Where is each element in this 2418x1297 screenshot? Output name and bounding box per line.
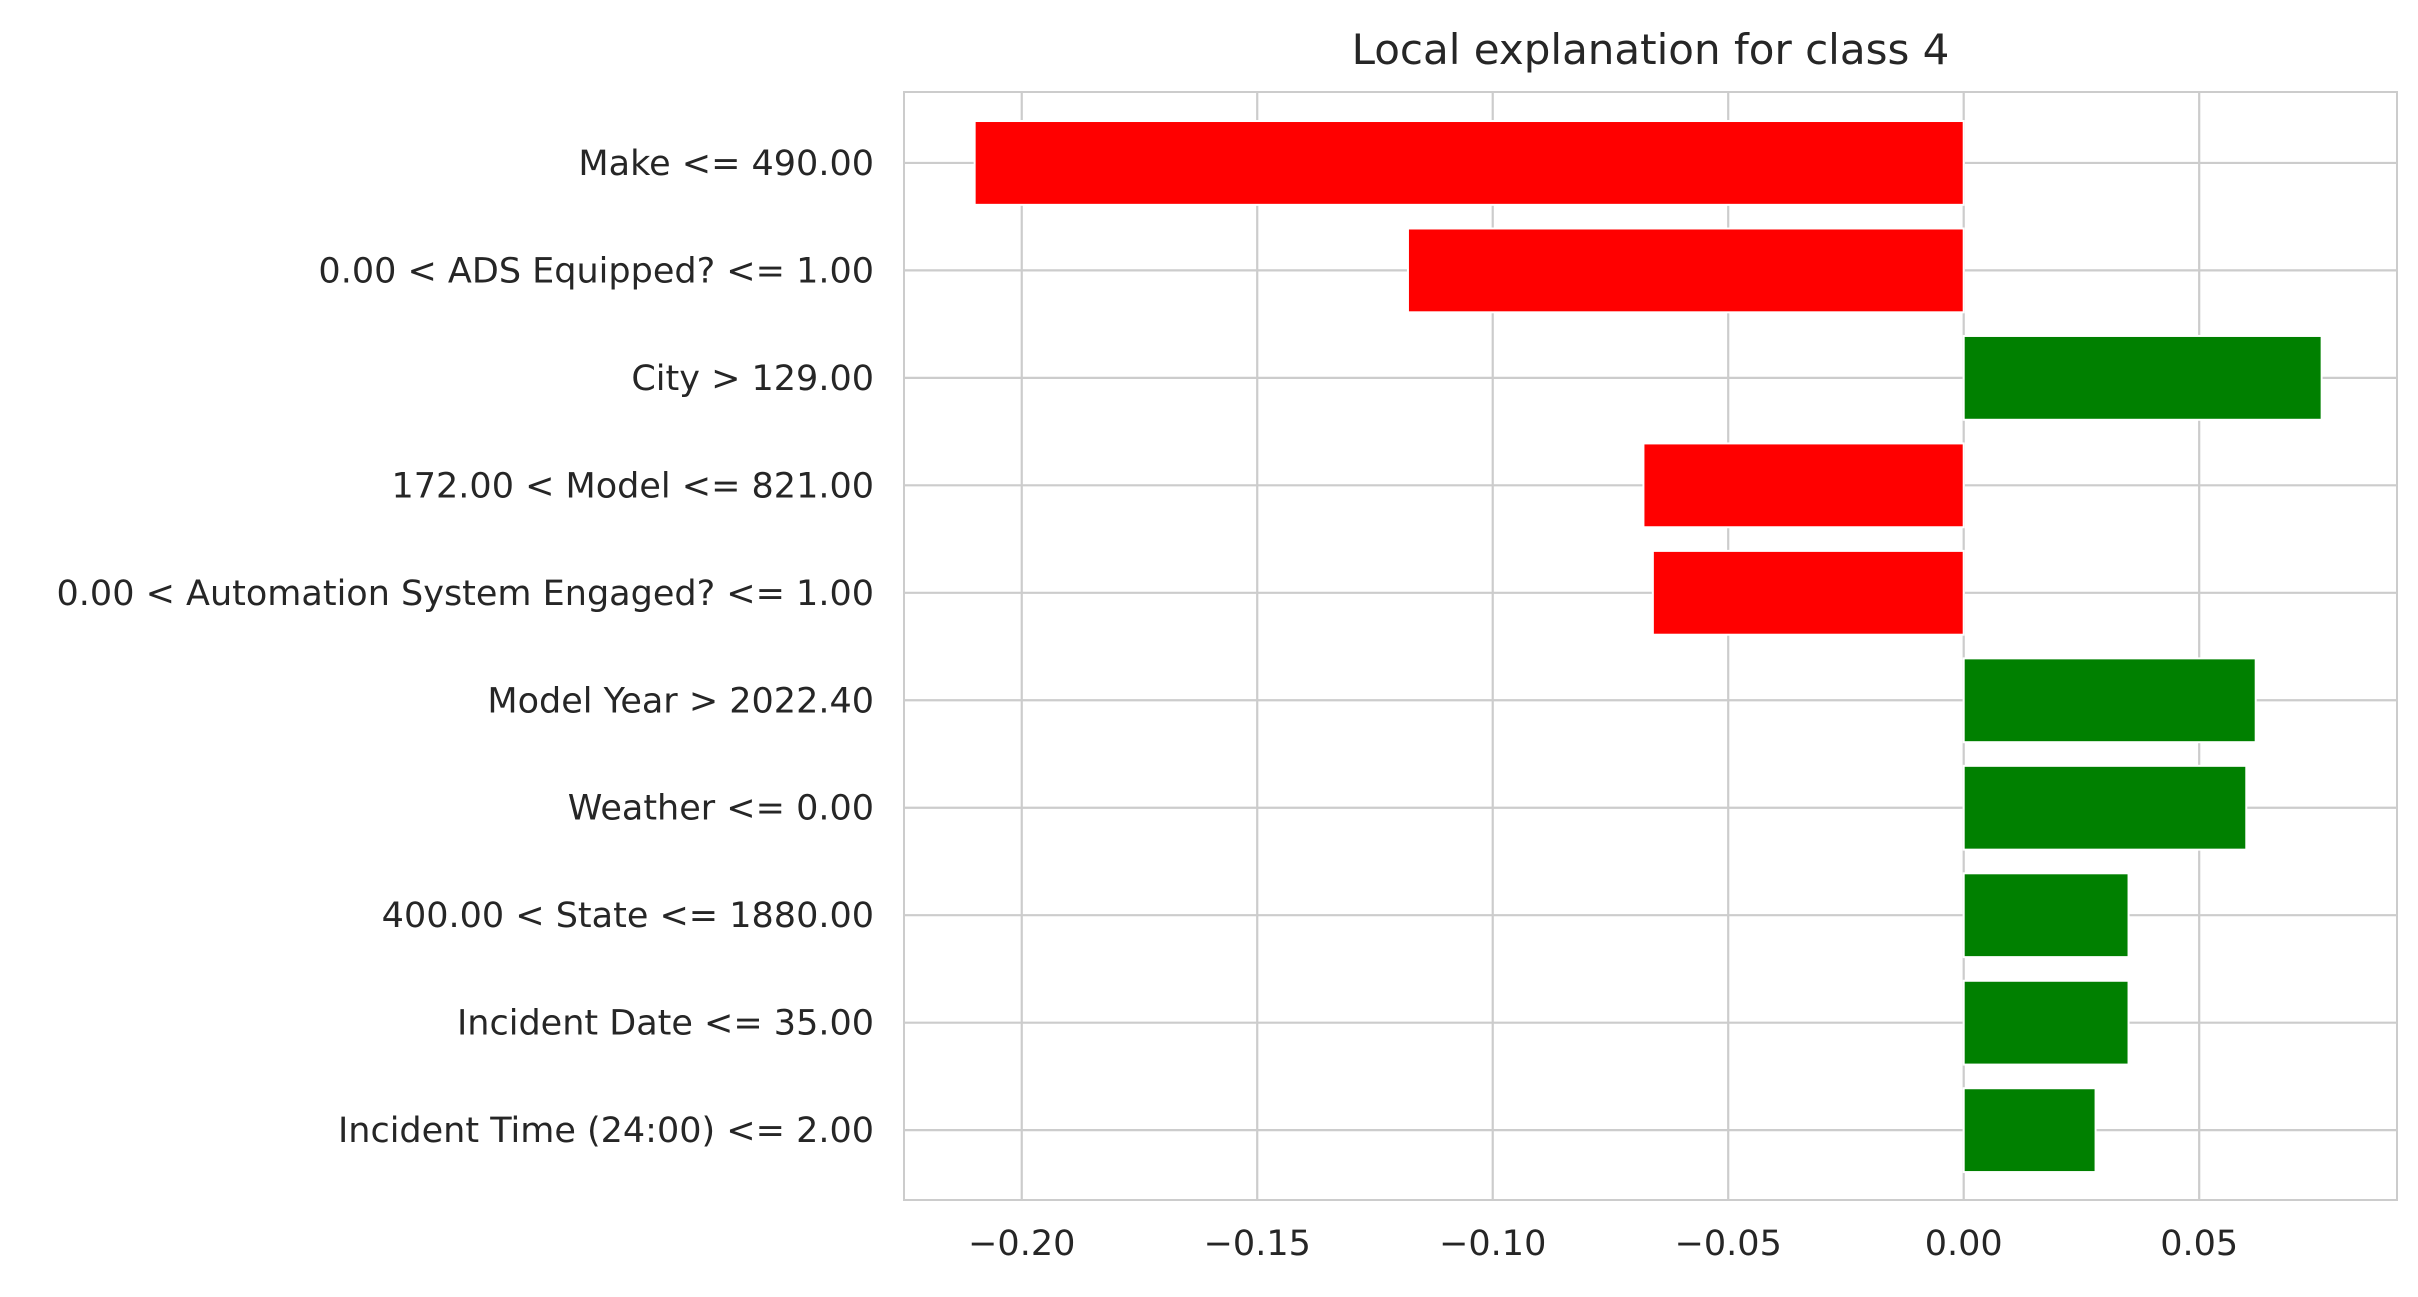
x-tick-label: −0.05 [1675, 1224, 1782, 1264]
y-tick-label: 0.00 < Automation System Engaged? <= 1.0… [57, 574, 874, 614]
y-tick-labels: Make <= 490.00 0.00 < ADS Equipped? <= 1.… [57, 144, 874, 1151]
y-tick-label: 0.00 < ADS Equipped? <= 1.00 [318, 251, 874, 291]
axes-frame [903, 91, 2398, 1201]
y-tick-label: Weather <= 0.00 [568, 789, 874, 829]
x-tick-labels: −0.20 −0.15 −0.10 −0.05 0.00 0.05 [968, 1224, 2238, 1264]
bar-7 [1962, 764, 2248, 851]
y-tick-label: 400.00 < State <= 1880.00 [382, 896, 874, 936]
x-tick-label: 0.05 [2160, 1224, 2238, 1264]
x-tick-label: −0.10 [1439, 1224, 1546, 1264]
y-tick-label: Model Year > 2022.40 [487, 681, 874, 721]
bar-3 [1962, 334, 2323, 421]
y-tick-label: Make <= 490.00 [578, 144, 874, 184]
bar-6 [1962, 657, 2257, 744]
y-tick-label: City > 129.00 [631, 359, 874, 399]
bar-10 [1962, 1087, 2097, 1174]
x-tick-label: −0.15 [1204, 1224, 1311, 1264]
bar-1 [973, 120, 1965, 206]
bar-2 [1406, 227, 1965, 314]
x-tick-label: 0.00 [1925, 1224, 2003, 1264]
bars [973, 120, 2323, 1174]
bar-4 [1642, 442, 1965, 529]
x-tick-label: −0.20 [968, 1224, 1075, 1264]
y-tick-label: Incident Time (24:00) <= 2.00 [338, 1111, 874, 1151]
y-tick-label: 172.00 < Model <= 821.00 [392, 466, 875, 506]
y-tick-label: Incident Date <= 35.00 [457, 1004, 874, 1044]
bar-5 [1651, 549, 1965, 636]
chart-title: Local explanation for class 4 [1352, 25, 1950, 74]
bar-8 [1962, 872, 2130, 959]
bar-9 [1962, 979, 2130, 1066]
